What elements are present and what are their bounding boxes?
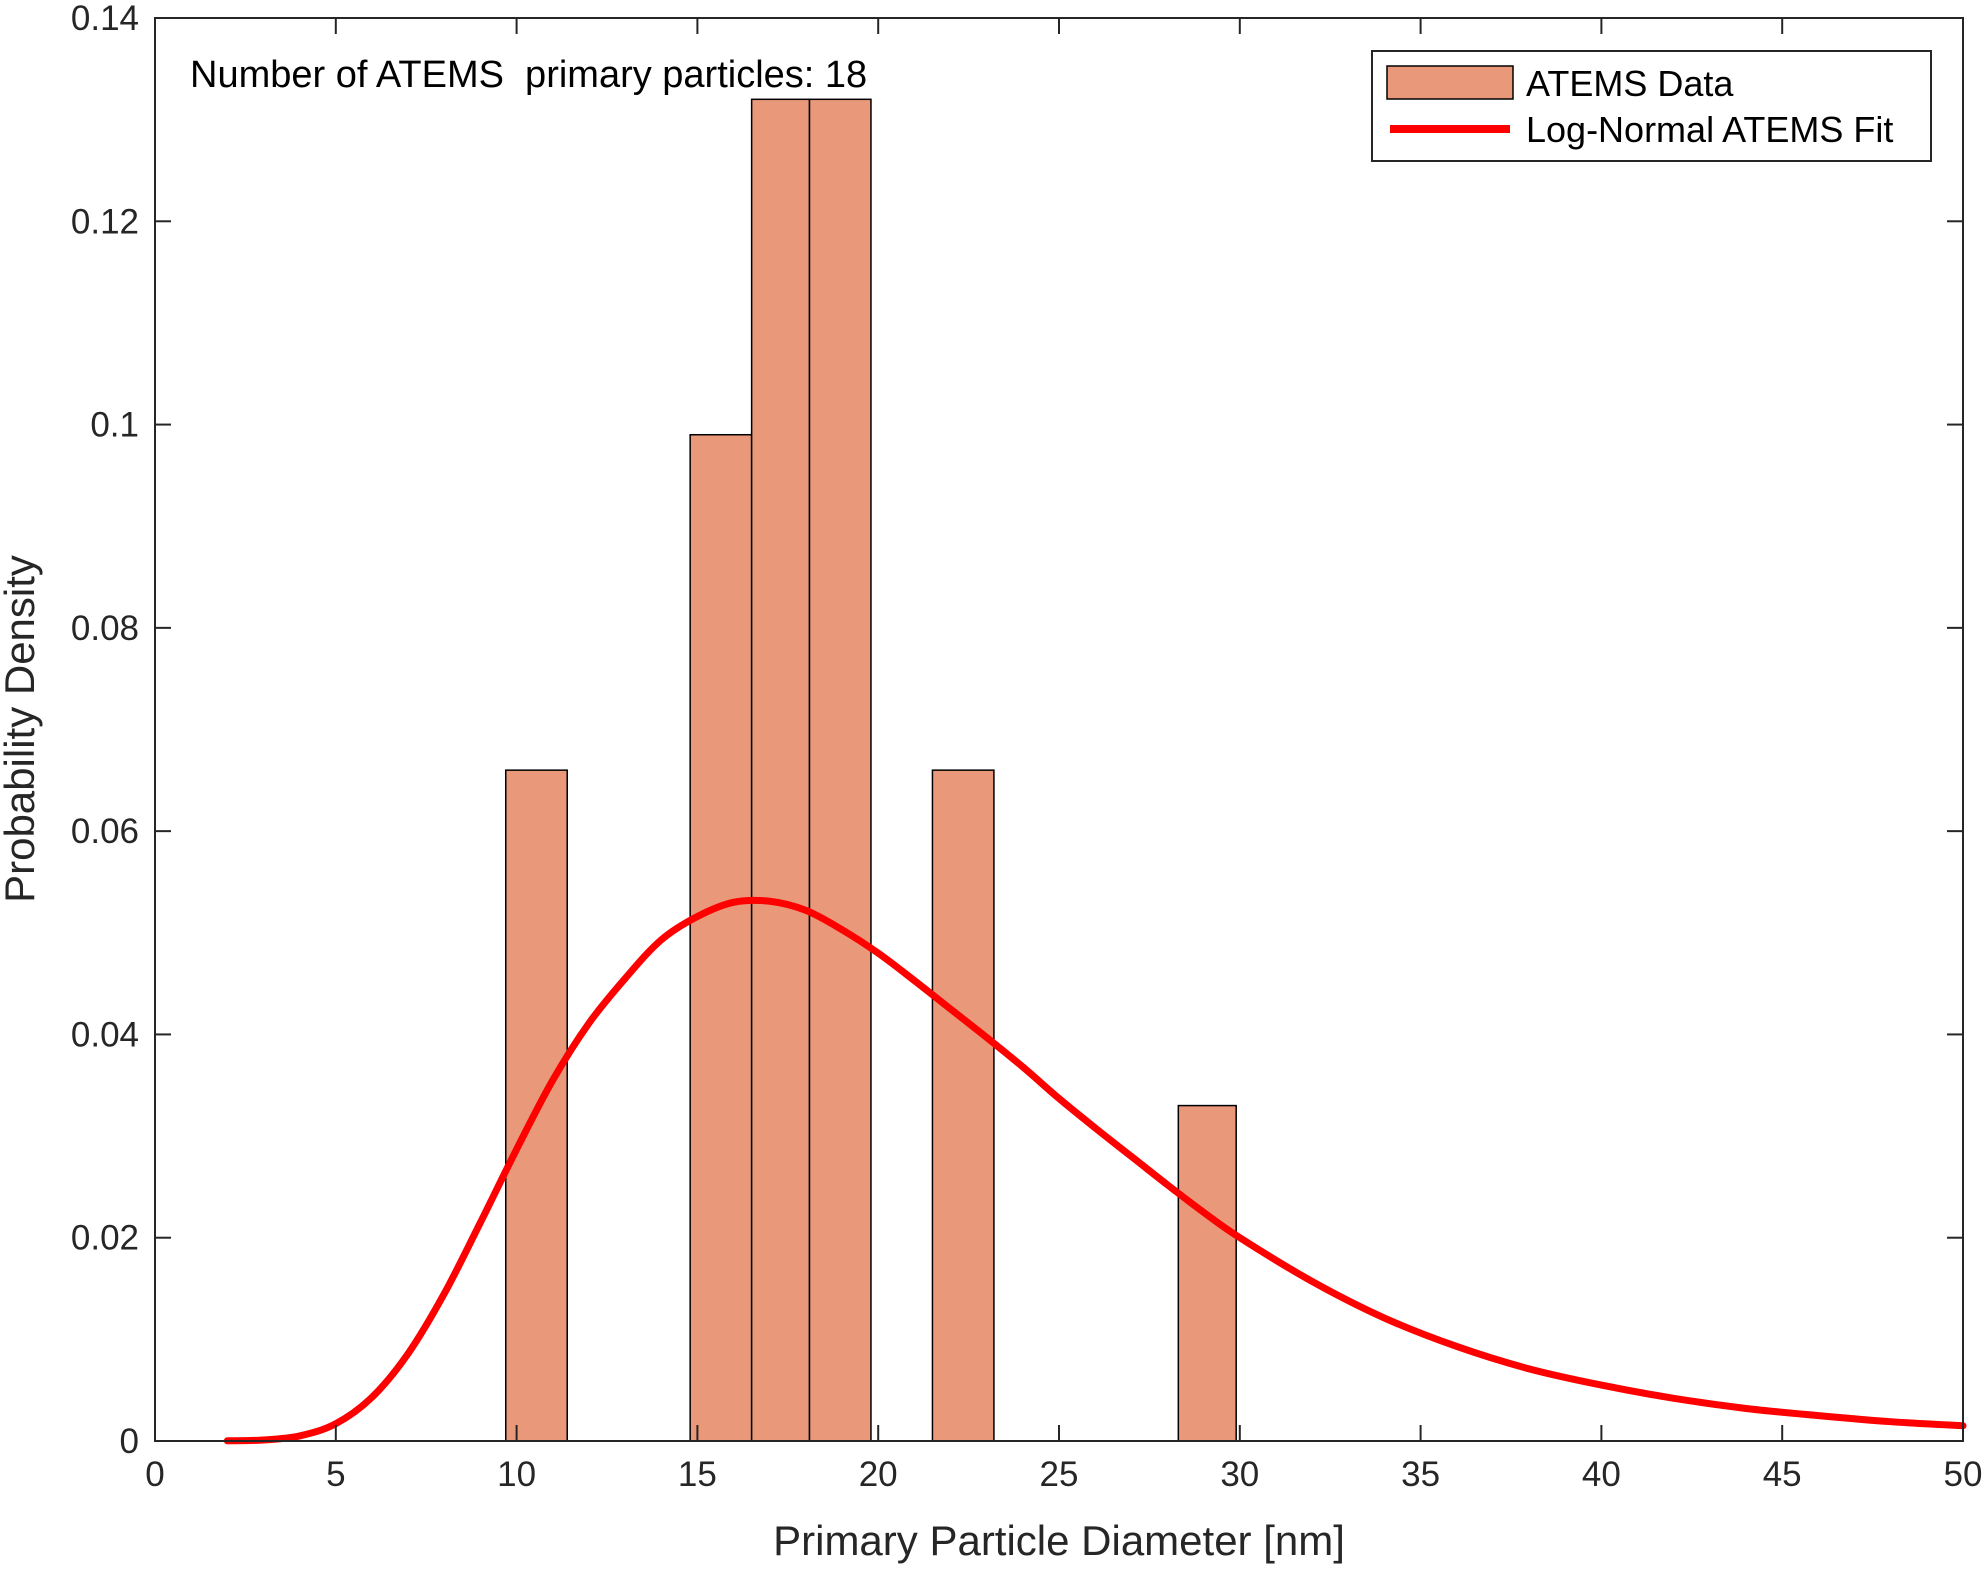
legend-label-fit: Log-Normal ATEMS Fit	[1526, 109, 1893, 150]
y-tick-label: 0.14	[71, 0, 139, 38]
y-tick-label: 0.1	[90, 406, 139, 445]
histogram-bar-11	[1177, 1104, 1237, 1442]
histogram-bar-5	[808, 98, 872, 1442]
particle-count-annotation: Number of ATEMS primary particles: 18	[190, 54, 867, 96]
histogram-bars	[505, 98, 1237, 1442]
x-tick-label: 5	[326, 1455, 345, 1494]
y-tick-label: 0.04	[71, 1015, 139, 1054]
y-tick-label: 0.08	[71, 609, 139, 648]
x-tick-label: 45	[1763, 1455, 1802, 1494]
y-axis: 0 0.02 0.04 0.06 0.08 0.1 0.12 0.14	[71, 0, 1963, 1461]
plot-background	[155, 18, 1963, 1441]
fit-curve-group	[223, 896, 1967, 1445]
y-axis-label: Probability Density	[0, 555, 43, 903]
legend: ATEMS Data Log-Normal ATEMS Fit	[1371, 50, 1932, 162]
histogram-bar-3	[689, 433, 753, 1442]
x-tick-label: 30	[1220, 1455, 1259, 1494]
x-axis: 0 5 10 15 20 25 30 35 40 45 50	[145, 18, 1982, 1494]
x-tick-label: 0	[145, 1455, 164, 1494]
x-tick-label: 40	[1582, 1455, 1621, 1494]
x-tick-label: 10	[497, 1455, 536, 1494]
y-tick-label: 0	[120, 1422, 139, 1461]
histogram-bar-7	[931, 769, 995, 1442]
legend-swatch-atems-data	[1386, 65, 1514, 100]
y-tick-label: 0.06	[71, 812, 139, 851]
x-tick-label: 20	[859, 1455, 898, 1494]
x-tick-label: 35	[1401, 1455, 1440, 1494]
fit-curve	[223, 896, 1967, 1445]
legend-label-atems-data: ATEMS Data	[1526, 63, 1734, 104]
x-axis-label: Primary Particle Diameter [nm]	[773, 1517, 1345, 1564]
x-tick-label: 15	[678, 1455, 717, 1494]
y-tick-label: 0.12	[71, 202, 139, 241]
histogram-bar-4	[750, 98, 811, 1442]
y-tick-label: 0.02	[71, 1219, 139, 1258]
x-tick-label: 25	[1040, 1455, 1079, 1494]
x-tick-label: 50	[1944, 1455, 1983, 1494]
